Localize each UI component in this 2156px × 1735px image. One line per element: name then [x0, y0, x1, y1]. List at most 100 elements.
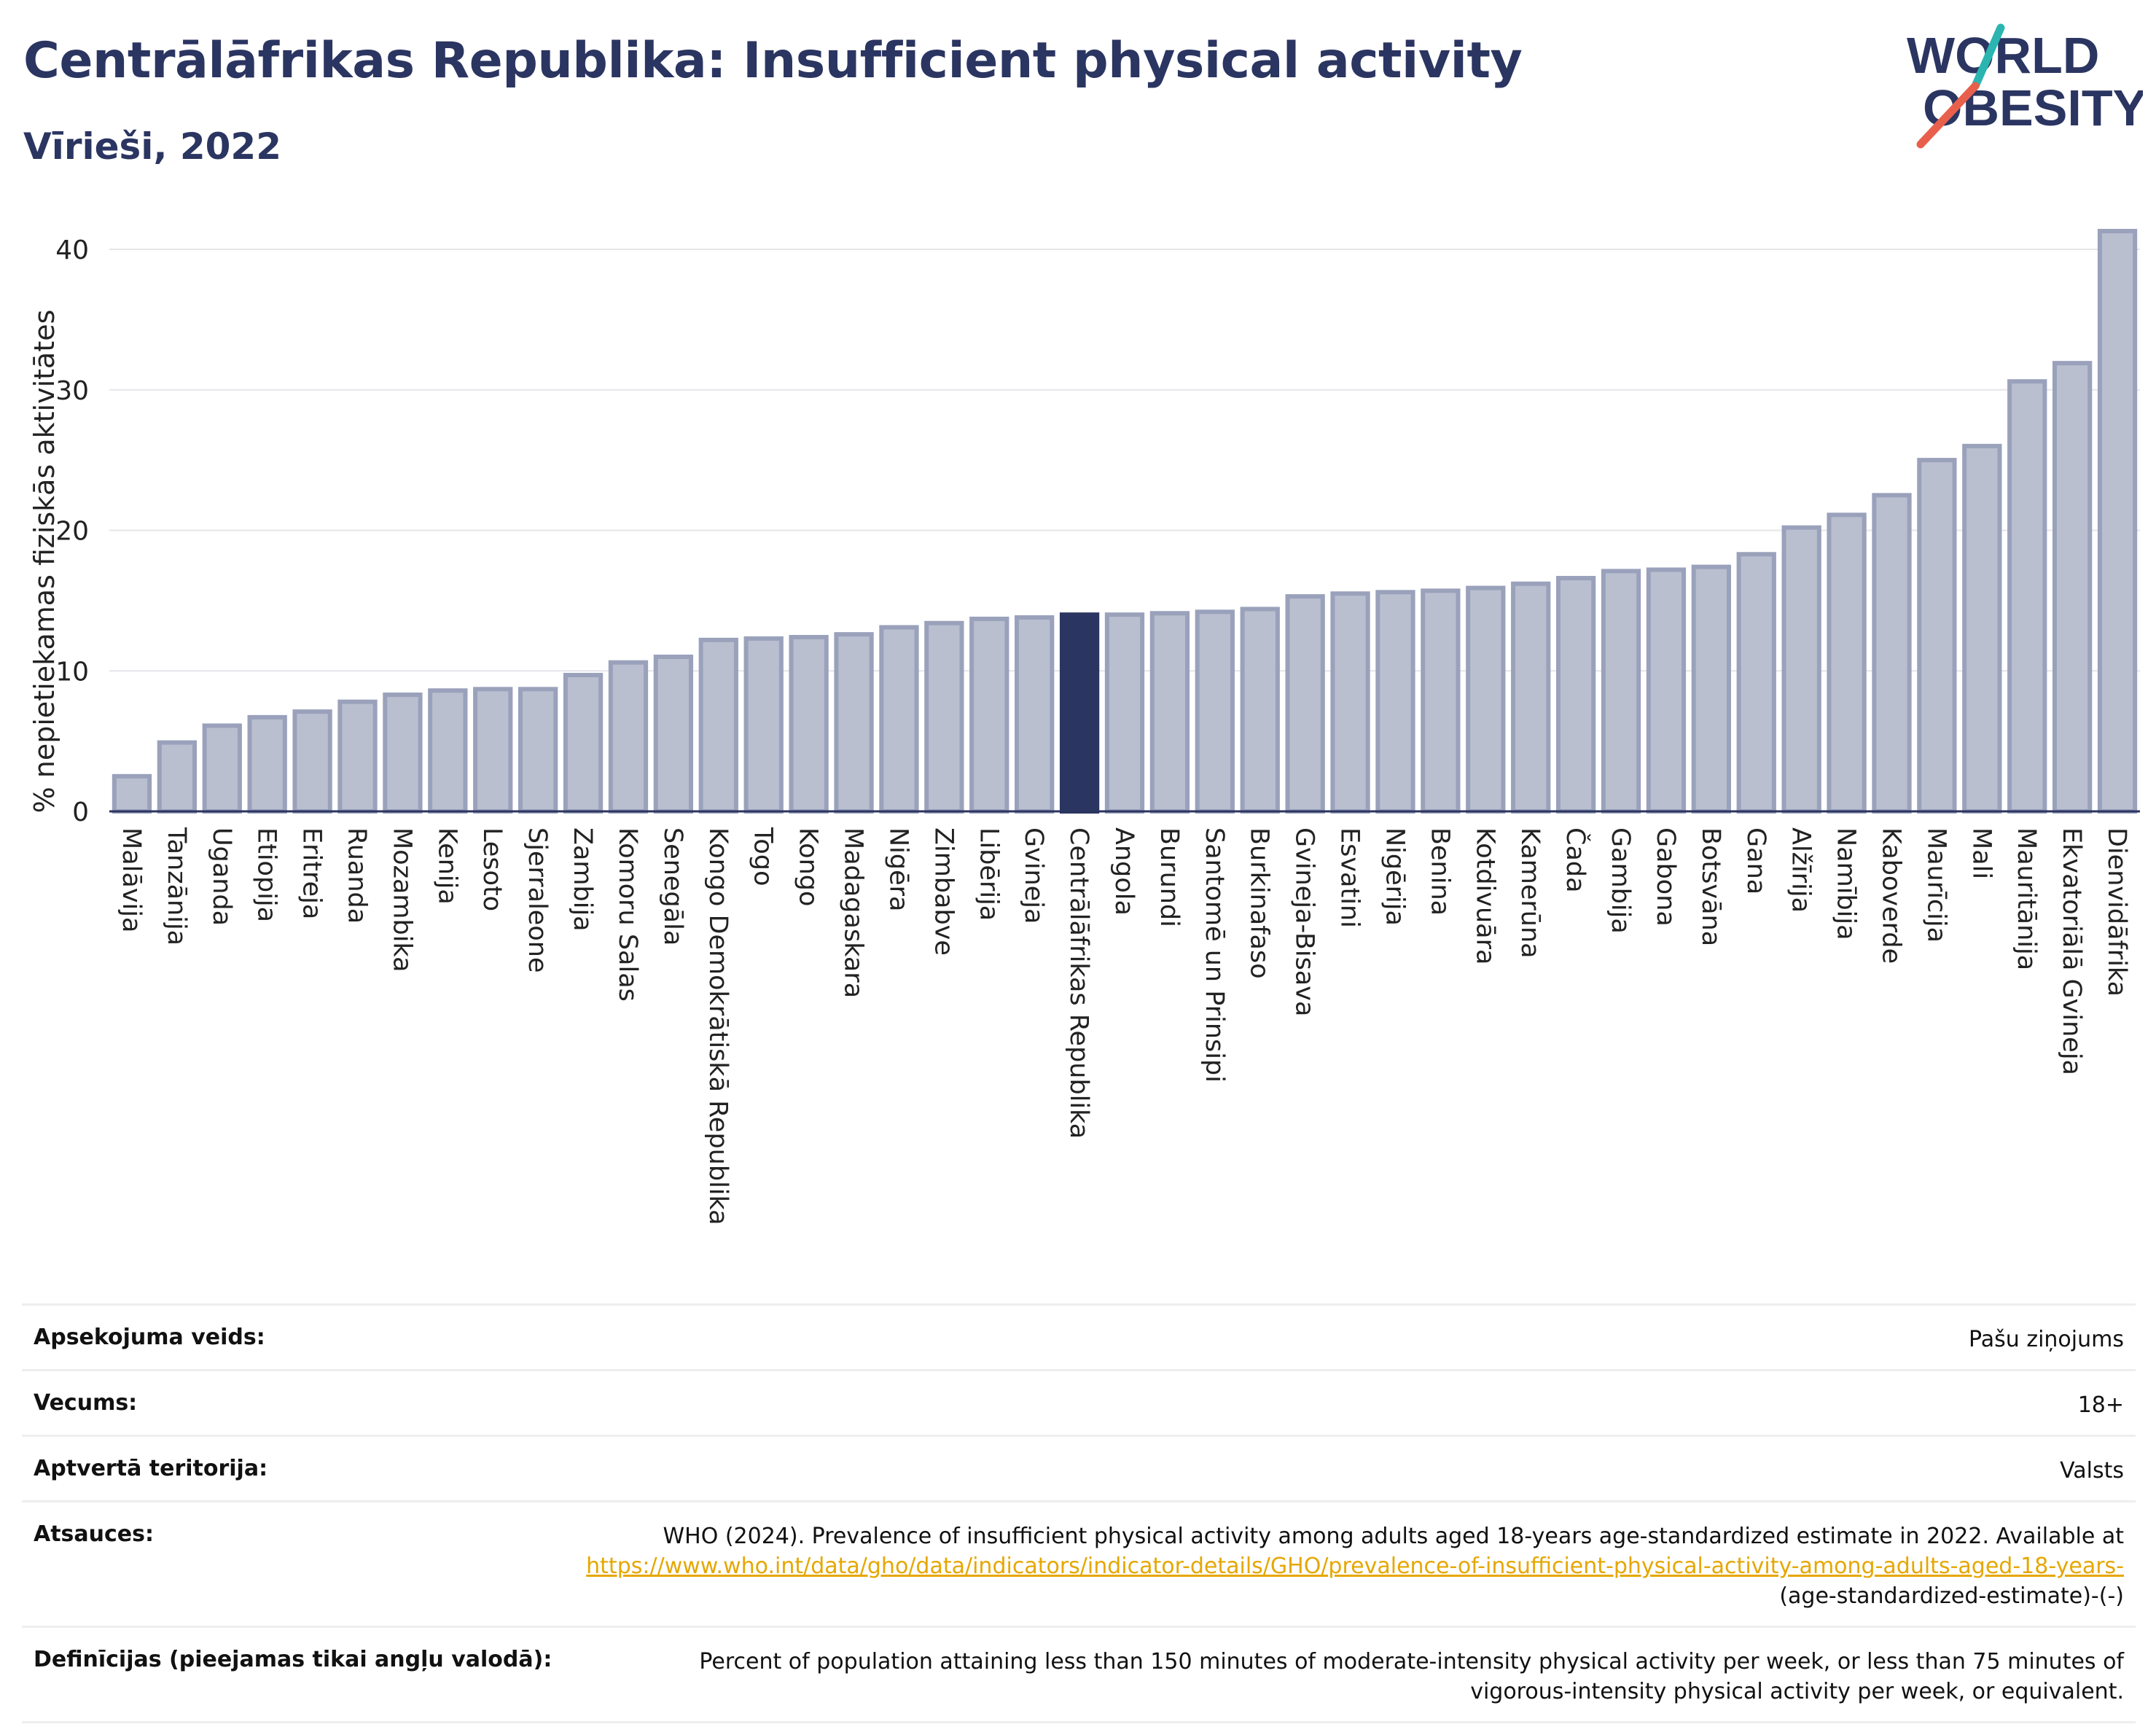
age-row: Vecums: 18+: [22, 1369, 2136, 1435]
bar: [1601, 569, 1641, 814]
x-tick-label: Maurīcija: [1921, 827, 1950, 943]
survey-row: Apsekojuma veids: Pašu ziņojums: [22, 1303, 2136, 1369]
logo-line1: WORLD: [1907, 27, 2099, 84]
bar: [1827, 512, 1867, 814]
x-tick-label: Ekvatoriālā Gvineja: [2057, 827, 2086, 1075]
world-obesity-logo: WORLD OBESITY: [1907, 23, 2143, 149]
bar: [1240, 607, 1280, 814]
references-tail: (age-standardized-estimate)-(-): [1779, 1583, 2124, 1609]
x-tick-label: Alžīrija: [1786, 827, 1816, 913]
age-value: 18+: [2077, 1392, 2124, 1418]
bar: [1195, 609, 1235, 814]
bar: [202, 723, 242, 814]
age-label: Vecums:: [34, 1390, 138, 1416]
logo-slash-teal: [1971, 23, 2005, 90]
bar: [2007, 379, 2047, 814]
y-tick-label: 20: [55, 517, 89, 547]
bar: [879, 625, 919, 814]
x-tick-label: Etiopija: [252, 827, 281, 922]
bar: [743, 636, 784, 814]
x-tick-label: Nigēra: [883, 827, 913, 912]
bar: [1466, 585, 1506, 814]
x-tick-label: Santomē un Prinsipi: [1200, 827, 1229, 1083]
bar: [157, 740, 198, 814]
bar: [1104, 612, 1145, 814]
bar: [924, 620, 964, 814]
bar: [112, 773, 152, 814]
x-tick-label: Kaboverde: [1876, 827, 1905, 964]
bar: [2052, 361, 2093, 814]
bar: [789, 634, 829, 814]
x-tick-label: Zimbabve: [929, 827, 958, 956]
y-tick-label: 0: [72, 798, 89, 827]
x-tick-label: Mozambika: [387, 827, 416, 972]
coverage-row: Aptvertā teritorija: Valsts: [22, 1435, 2136, 1500]
x-tick-label: Mali: [1966, 827, 1996, 879]
x-tick-label: Lesoto: [477, 827, 507, 911]
axis-layer: 0 10 20 30 40 Malāvija Tanzānija Uganda Etiopija…: [55, 235, 2140, 1225]
x-tick-label: Nigērija: [1380, 827, 1409, 926]
bar: [1421, 588, 1461, 814]
bar: [1691, 564, 1731, 814]
references-link[interactable]: https://www.who.int/data/gho/data/indica…: [586, 1553, 2124, 1579]
x-tick-label: Gvineja: [1019, 827, 1048, 924]
x-tick-label: Togo: [749, 827, 778, 886]
bar: [608, 660, 649, 814]
x-tick-label: Kotdivuāra: [1470, 827, 1499, 964]
definitions-value: Percent of population attaining less tha…: [699, 1649, 2124, 1704]
logo-slash-red: [1916, 82, 1980, 149]
references-text: WHO (2024). Prevalence of insufficient p…: [663, 1524, 2124, 1549]
y-tick-label: 30: [55, 376, 89, 406]
x-tick-label: Esvatini: [1335, 827, 1364, 928]
references-value: WHO (2024). Prevalence of insufficient p…: [550, 1521, 2124, 1611]
x-tick-label: Eritreja: [297, 827, 327, 919]
x-tick-label: Komoru Salas: [613, 827, 642, 1002]
bar: [1962, 443, 2002, 814]
bar: [518, 687, 558, 814]
x-tick-label: Čada: [1561, 827, 1591, 893]
x-tick-label: Benina: [1425, 827, 1454, 916]
x-tick-label: Burkinafaso: [1245, 827, 1274, 979]
info-table: Apsekojuma veids: Pašu ziņojums Vecums: …: [22, 1303, 2136, 1723]
page-subtitle: Vīrieši, 2022: [23, 125, 282, 168]
bar: [1736, 552, 1776, 814]
bar: [1330, 591, 1370, 814]
y-tick-label: 10: [55, 657, 89, 687]
x-tick-label: Gambija: [1606, 827, 1635, 934]
bar: [428, 688, 468, 814]
x-tick-label: Gabona: [1651, 827, 1680, 927]
x-tick-label: Tanzānija: [162, 827, 191, 946]
bar-layer: [112, 228, 2138, 814]
bar: [1015, 615, 1055, 814]
bar: [969, 616, 1009, 814]
bar: [473, 687, 513, 814]
x-tick-label: Namībija: [1832, 827, 1861, 940]
x-tick-label: Kongo: [794, 827, 823, 906]
x-tick-label: Kenija: [432, 827, 461, 905]
x-tick-label: Uganda: [207, 827, 236, 926]
bar: [337, 699, 378, 814]
bar: [383, 693, 423, 814]
x-tick-label: Dienvidāfrika: [2102, 827, 2131, 997]
coverage-value: Valsts: [2060, 1458, 2124, 1483]
x-tick-label: Gvineja-Bisava: [1290, 827, 1319, 1016]
survey-value: Pašu ziņojums: [1969, 1327, 2124, 1352]
bar: [1646, 567, 1687, 814]
coverage-label: Aptvertā teritorija:: [34, 1456, 268, 1481]
bar: [1781, 525, 1821, 814]
page-title: Centrālāfrikas Republika: Insufficient p…: [23, 32, 1523, 90]
definitions-row: Definīcijas (pieejamas tikai angļu valod…: [22, 1626, 2136, 1723]
x-tick-label: Malāvija: [117, 827, 146, 932]
bar: [1285, 594, 1325, 814]
x-tick-label: Zambija: [568, 827, 597, 932]
x-tick-label: Burundi: [1155, 827, 1184, 927]
x-tick-label: Centrālāfrikas Republika: [1064, 827, 1093, 1139]
bar: [1149, 611, 1190, 814]
x-tick-label: Senegāla: [658, 827, 687, 946]
y-tick-label: 40: [55, 235, 89, 265]
bar: [247, 714, 287, 814]
bar: [1555, 576, 1596, 814]
bar: [1375, 590, 1415, 814]
x-tick-label: Angola: [1109, 827, 1138, 916]
references-label: Atsauces:: [34, 1521, 154, 1547]
